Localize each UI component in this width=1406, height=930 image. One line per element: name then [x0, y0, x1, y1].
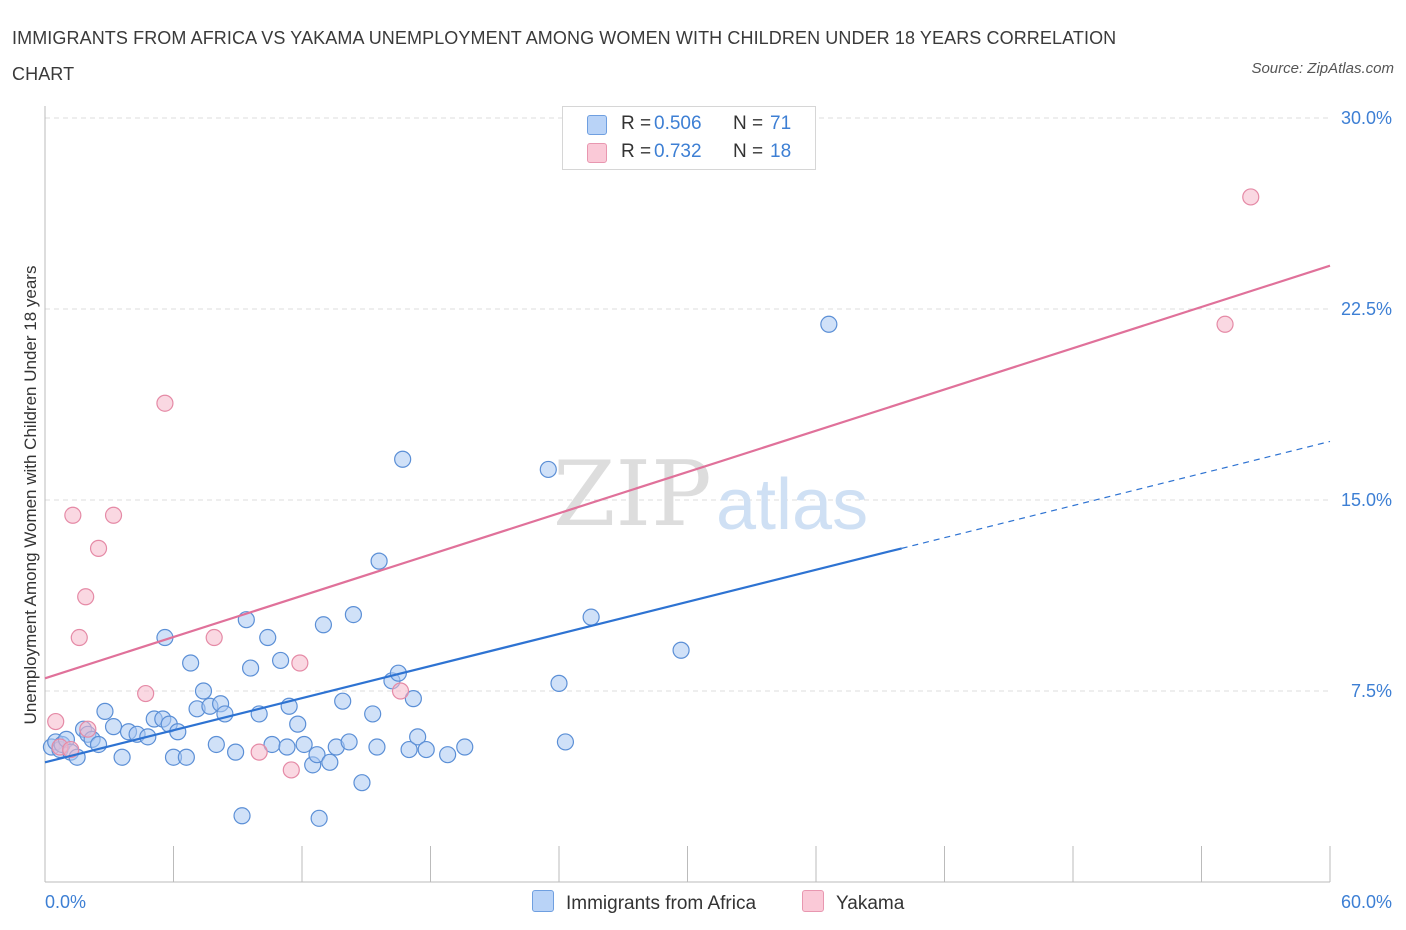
point-africa	[340, 733, 358, 751]
point-yakama	[70, 628, 88, 647]
bottom-legend-label-africa: Immigrants from Africa	[566, 893, 757, 914]
trend-line-africa	[44, 547, 902, 764]
point-africa	[278, 738, 296, 756]
x-tick-label: 0.0%	[45, 892, 86, 912]
legend-r-value: 0.732	[654, 141, 702, 162]
point-yakama	[1242, 188, 1260, 206]
points-layer	[42, 188, 1260, 827]
legend-n-value: 18	[770, 141, 792, 162]
point-africa	[394, 450, 412, 468]
grid-layer	[45, 117, 1330, 692]
point-yakama	[156, 394, 174, 412]
point-africa	[259, 628, 277, 647]
point-africa	[182, 654, 200, 672]
bottom-legend-swatch-africa	[532, 890, 554, 912]
point-yakama	[205, 628, 223, 647]
point-africa	[177, 748, 195, 766]
point-africa	[295, 735, 313, 754]
bottom-legend-yakama[interactable]: Yakama	[802, 890, 904, 914]
point-africa	[242, 659, 260, 677]
point-africa	[370, 552, 388, 570]
point-yakama	[391, 682, 410, 700]
watermark: ZIP atlas	[553, 442, 868, 547]
point-africa	[539, 460, 557, 479]
point-africa	[456, 738, 474, 756]
point-yakama	[282, 761, 300, 779]
label-layer: 7.5% 15.0% 22.5% 30.0% 0.0% 60.0%	[45, 108, 1392, 912]
point-africa	[344, 605, 362, 624]
point-africa	[368, 738, 386, 756]
bottom-legend-africa[interactable]: Immigrants from Africa	[532, 890, 756, 914]
watermark-atlas: atlas	[716, 465, 868, 545]
legend-swatch-yakama	[587, 143, 607, 163]
point-africa	[207, 735, 225, 754]
point-africa	[289, 715, 307, 733]
point-africa	[404, 690, 422, 708]
point-africa	[271, 651, 290, 670]
y-axis-title: Unemployment Among Women with Children U…	[21, 266, 40, 725]
point-africa	[96, 702, 114, 720]
trend-line-yakama	[44, 264, 1331, 680]
legend-r-label: R =	[621, 113, 652, 134]
legend-swatch-africa	[587, 115, 607, 135]
point-yakama	[1216, 315, 1234, 333]
bottom-legend-label-yakama: Yakama	[836, 893, 905, 914]
point-africa	[364, 705, 382, 723]
point-africa	[556, 733, 575, 751]
point-africa	[169, 723, 187, 741]
legend-n-label: N =	[733, 113, 764, 134]
point-yakama	[64, 506, 82, 524]
point-africa	[314, 616, 333, 634]
y-tick-label: 7.5%	[1351, 681, 1392, 701]
point-africa	[550, 674, 568, 692]
chart-title: IMMIGRANTS FROM AFRICA VS YAKAMA UNEMPLO…	[12, 28, 1117, 84]
point-africa	[310, 809, 328, 827]
point-africa	[582, 608, 600, 626]
point-africa	[334, 692, 352, 710]
point-africa	[400, 740, 418, 759]
point-africa	[409, 728, 427, 746]
point-africa	[233, 807, 251, 825]
point-africa	[439, 746, 457, 764]
x-tick-label: 60.0%	[1341, 892, 1392, 912]
point-yakama	[47, 712, 65, 731]
legend-n-value: 71	[770, 113, 792, 134]
point-yakama	[250, 743, 268, 761]
y-tick-label: 15.0%	[1341, 490, 1392, 510]
legend-r-value: 0.506	[654, 113, 702, 134]
point-yakama	[62, 740, 80, 759]
source-label: Source: ZipAtlas.com	[1251, 60, 1394, 77]
point-africa	[321, 753, 339, 771]
trend-line-africa-extension	[901, 440, 1331, 549]
point-yakama	[104, 506, 123, 524]
point-africa	[104, 718, 123, 736]
point-africa	[113, 748, 131, 766]
legend-n-label: N =	[733, 141, 764, 162]
point-africa	[227, 743, 245, 761]
point-africa	[308, 746, 326, 764]
trend-layer	[44, 264, 1331, 764]
legend-box: R = 0.506 N = 71 R = 0.732 N = 18	[562, 106, 816, 170]
point-africa	[672, 641, 690, 659]
point-yakama	[79, 720, 97, 738]
point-africa	[820, 315, 838, 333]
point-africa	[417, 740, 435, 759]
bottom-legend-swatch-yakama	[802, 890, 824, 912]
point-yakama	[77, 588, 95, 606]
y-tick-label: 22.5%	[1341, 299, 1392, 319]
point-yakama	[137, 684, 155, 703]
watermark-zip: ZIP	[553, 442, 712, 547]
y-tick-label: 30.0%	[1341, 108, 1392, 128]
point-africa	[194, 682, 213, 700]
point-yakama	[291, 654, 309, 672]
point-yakama	[89, 539, 108, 557]
point-africa	[353, 774, 371, 792]
legend-r-label: R =	[621, 141, 652, 162]
